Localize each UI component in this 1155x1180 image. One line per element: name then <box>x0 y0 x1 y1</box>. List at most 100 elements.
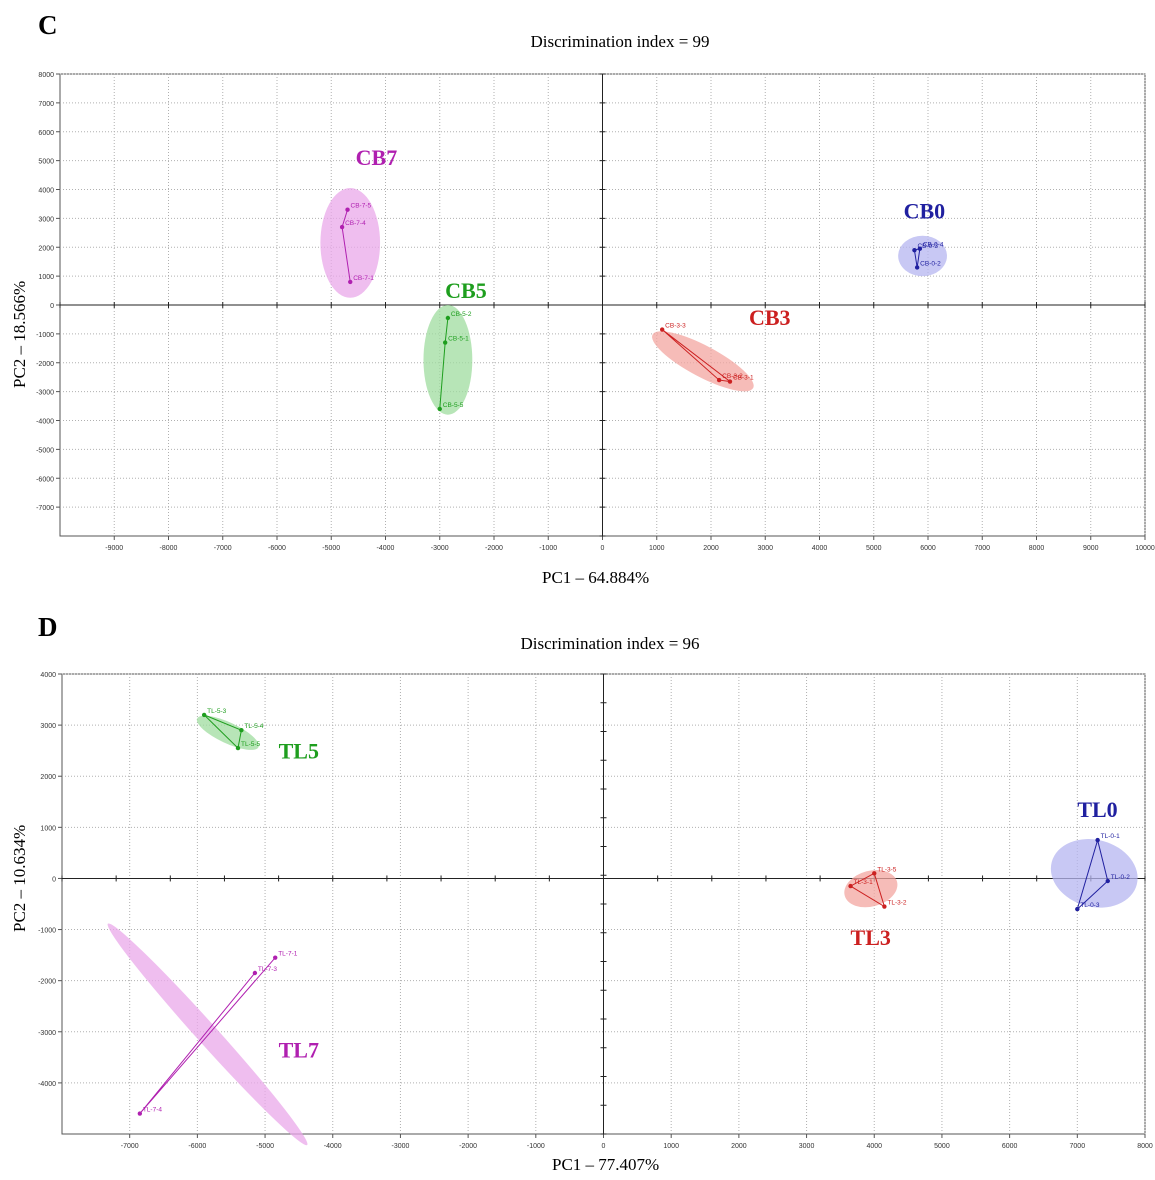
panel-d-y-axis-title: PC2 – 10.634% <box>10 824 29 932</box>
data-point <box>137 1111 143 1116</box>
data-point-label: TL-0-2 <box>1111 874 1131 881</box>
x-tick-label: -5000 <box>322 545 340 552</box>
data-point <box>1075 906 1080 912</box>
confidence-ellipse-cb7 <box>320 188 381 298</box>
group-label-cb3: CB3 <box>749 305 791 330</box>
data-point <box>1095 837 1100 843</box>
x-tick-label: -6000 <box>268 545 286 552</box>
data-point <box>348 279 353 285</box>
data-point <box>659 327 665 332</box>
confidence-ellipse-tl0 <box>1050 839 1138 908</box>
y-tick-label: -5000 <box>36 447 54 454</box>
y-tick-label: 8000 <box>38 72 54 79</box>
confidence-ellipse-tl5 <box>196 715 259 750</box>
y-tick-label: 5000 <box>38 159 54 166</box>
x-tick-label: 5000 <box>934 1143 950 1150</box>
x-tick-label: -3000 <box>391 1143 409 1150</box>
group-link-tl3 <box>849 872 886 908</box>
pca-chart-d: -7000 -6000 -5000 -4000 -3000 -2000 -1000 0 1000… <box>38 672 1153 1150</box>
group-label-tl3: TL3 <box>851 925 891 950</box>
x-tick-label: 3000 <box>799 1143 815 1150</box>
data-point <box>912 247 917 253</box>
y-tick-label: -4000 <box>38 1081 56 1088</box>
data-point-label: CB-5-1 <box>448 336 469 343</box>
x-tick-label: -2000 <box>459 1143 477 1150</box>
data-point-label: CB-7-1 <box>353 275 374 282</box>
pca-chart-c: -9000 -8000 -7000 -6000 -5000 -4000 -3000 -2000… <box>36 72 1155 552</box>
y-tick-label: 1000 <box>38 274 54 281</box>
y-tick-label: -3000 <box>36 390 54 397</box>
data-point-label: TL-0-1 <box>1101 833 1121 840</box>
data-point-label: TL-3-5 <box>877 866 897 873</box>
group-label-cb7: CB7 <box>356 145 398 170</box>
data-point <box>872 871 877 876</box>
data-point-label: TL-0-3 <box>1080 902 1100 909</box>
data-point <box>339 224 345 230</box>
group-link-cb3 <box>661 329 732 383</box>
y-tick-label: 4000 <box>38 188 54 195</box>
group-link-tl5 <box>203 714 242 750</box>
data-point-label: TL-5-5 <box>241 741 261 748</box>
x-tick-label: 0 <box>601 545 605 552</box>
data-point-label: CB-3-1 <box>733 375 754 382</box>
data-point <box>848 883 853 889</box>
data-point-label: TL-5-3 <box>207 708 227 715</box>
data-point <box>716 377 722 383</box>
data-point-label: CB-5-5 <box>443 402 464 409</box>
group-link-cb0 <box>913 248 921 268</box>
y-tick-label: -3000 <box>38 1030 56 1037</box>
panel-c-title: Discrimination index = 99 <box>530 32 710 51</box>
x-tick-label: 8000 <box>1029 545 1045 552</box>
x-tick-label: 6000 <box>1002 1143 1018 1150</box>
panel-d-x-axis-title: PC1 – 77.407% <box>552 1155 660 1174</box>
x-tick-label: 1000 <box>663 1143 679 1150</box>
panel-d-title: Discrimination index = 96 <box>520 634 700 653</box>
data-point <box>1105 878 1110 884</box>
y-tick-label: -2000 <box>38 979 56 986</box>
data-point <box>201 712 207 718</box>
group-label-cb5: CB5 <box>445 278 487 303</box>
data-point-label: CB-0-2 <box>920 260 941 267</box>
data-point-label: TL-7-3 <box>258 966 278 973</box>
x-tick-label: -7000 <box>121 1143 139 1150</box>
data-point <box>445 315 451 321</box>
data-point <box>252 970 258 976</box>
x-tick-label: -2000 <box>485 545 503 552</box>
x-tick-label: 4000 <box>812 545 828 552</box>
panel-letter-c: C <box>38 10 58 40</box>
confidence-ellipse-tl3 <box>844 870 898 908</box>
x-tick-label: 8000 <box>1137 1143 1153 1150</box>
x-tick-label: -1000 <box>527 1143 545 1150</box>
group-label-tl7: TL7 <box>279 1037 319 1062</box>
y-tick-label: 2000 <box>40 774 56 781</box>
x-tick-label: 3000 <box>757 545 773 552</box>
group-label-cb0: CB0 <box>904 198 946 223</box>
panel-c-x-axis-title: PC1 – 64.884% <box>542 568 650 587</box>
x-tick-label: 7000 <box>974 545 990 552</box>
y-tick-label: -1000 <box>36 332 54 339</box>
data-point <box>882 904 887 909</box>
data-point <box>442 340 448 345</box>
data-point-label: CB-3-3 <box>665 323 686 330</box>
data-point <box>235 745 241 751</box>
y-tick-label: 6000 <box>38 130 54 137</box>
data-point <box>437 406 442 412</box>
y-tick-label: -2000 <box>36 361 54 368</box>
y-tick-label: 7000 <box>38 101 54 108</box>
x-tick-label: -1000 <box>539 545 557 552</box>
x-tick-label: 9000 <box>1083 545 1099 552</box>
data-point <box>914 265 920 270</box>
x-tick-label: -7000 <box>214 545 232 552</box>
confidence-ellipse-cb0 <box>898 235 947 277</box>
x-tick-label: -4000 <box>377 545 395 552</box>
y-tick-label: 0 <box>52 876 56 883</box>
data-point-label: CB-3-2 <box>722 373 743 380</box>
data-point-label: CB-0-4 <box>923 242 944 249</box>
group-link-tl0 <box>1076 839 1109 911</box>
x-tick-label: 5000 <box>866 545 882 552</box>
panel-letter-d: D <box>38 612 58 642</box>
x-tick-label: -4000 <box>324 1143 342 1150</box>
confidence-ellipse-cb5 <box>423 305 473 415</box>
x-tick-label: 0 <box>602 1143 606 1150</box>
x-tick-label: 2000 <box>703 545 719 552</box>
